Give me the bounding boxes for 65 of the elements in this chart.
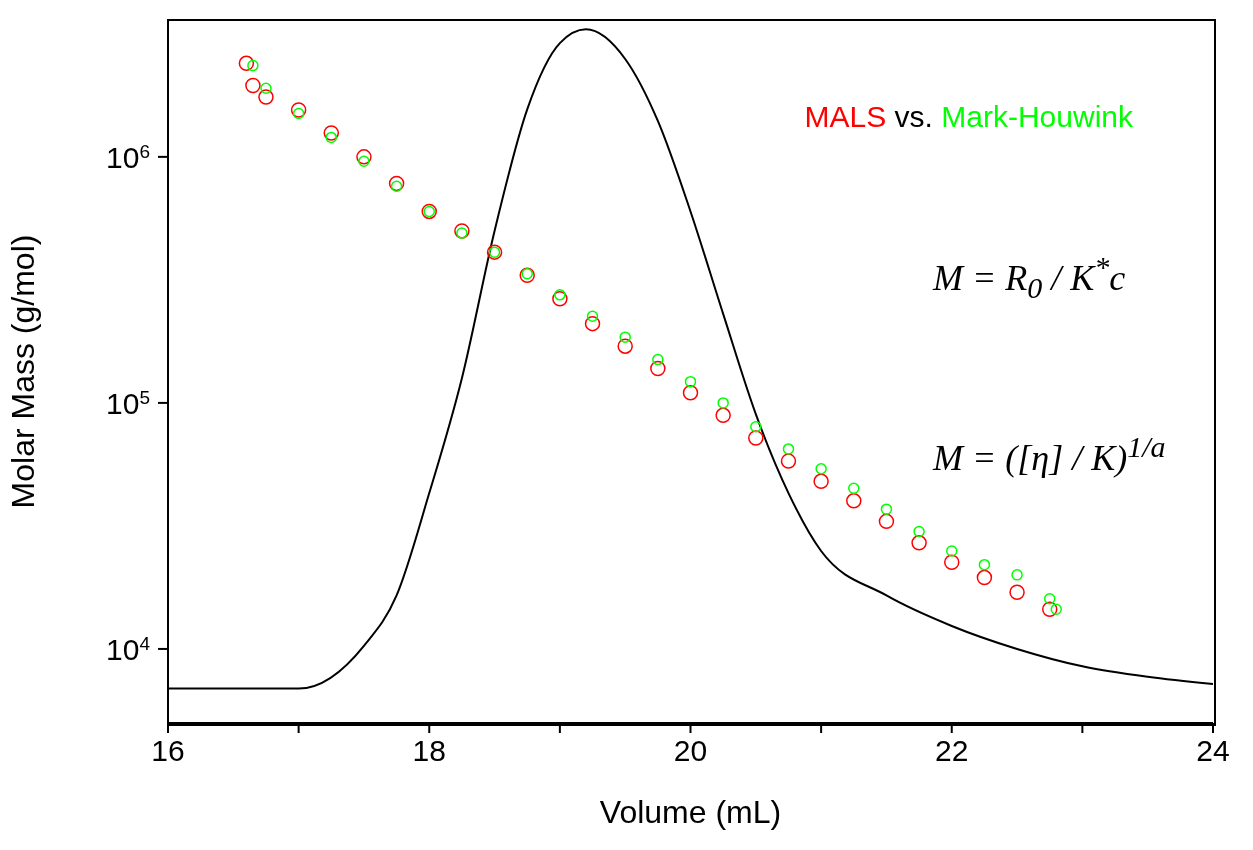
point: [586, 310, 599, 322]
point: [911, 535, 927, 551]
x-tick-label: 18: [412, 734, 446, 767]
point: [519, 267, 535, 284]
point: [780, 453, 797, 469]
point: [552, 291, 568, 307]
point: [782, 443, 795, 455]
point: [290, 102, 307, 118]
point: [456, 227, 468, 239]
y-tick-label: 10$^{6}$: [106, 140, 150, 174]
point: [717, 397, 729, 409]
point: [619, 331, 631, 343]
point: [715, 407, 731, 424]
point: [750, 421, 762, 433]
x-tick-label: 16: [151, 734, 185, 767]
point: [880, 503, 893, 515]
point: [358, 155, 370, 167]
point: [521, 267, 533, 280]
text: MALS: [804, 100, 887, 133]
x-tick-label: 24: [1196, 734, 1230, 767]
point: [913, 525, 925, 538]
x-axis-title: Volume (mL): [599, 794, 782, 830]
y-axis-title: Molar Mass (g/mol): [5, 234, 42, 509]
point: [815, 462, 827, 475]
point: [325, 131, 338, 144]
point: [813, 473, 829, 490]
point: [323, 125, 340, 141]
point: [238, 55, 255, 72]
point: [388, 175, 405, 192]
point: [1011, 569, 1023, 581]
point: [682, 384, 699, 401]
point: [878, 513, 895, 530]
annotation: M = R$_{0}$ / K$^{*}$c: [933, 250, 1126, 306]
point: [454, 223, 470, 239]
x-tick-label: 22: [935, 734, 969, 767]
y-tick-label: 10$^{5}$: [106, 386, 150, 420]
point: [1009, 584, 1025, 600]
point: [247, 59, 259, 72]
point: [684, 375, 697, 388]
point: [978, 558, 991, 571]
point: [617, 338, 633, 354]
point: [554, 289, 566, 301]
point: [584, 315, 601, 332]
x-tick-label: 20: [673, 734, 708, 767]
y-tick-label: 10$^{4}$: [106, 632, 151, 666]
point: [848, 482, 860, 494]
annotation: M = ([η] / K)$^{1/a}$: [933, 430, 1166, 479]
point: [260, 82, 272, 95]
point: [1050, 603, 1062, 615]
point: [390, 180, 403, 192]
text: Mark-Houwink: [941, 100, 1133, 133]
point: [1041, 601, 1058, 617]
point: [292, 107, 305, 120]
point: [356, 149, 372, 165]
point: [946, 545, 958, 557]
point: [976, 569, 993, 586]
point: [650, 360, 666, 377]
point: [258, 89, 274, 105]
point: [944, 554, 960, 571]
point: [846, 493, 862, 509]
point: [652, 353, 664, 366]
point: [245, 77, 261, 94]
annotation: vs.: [893, 100, 934, 133]
point: [1043, 592, 1056, 605]
point: [748, 430, 764, 446]
